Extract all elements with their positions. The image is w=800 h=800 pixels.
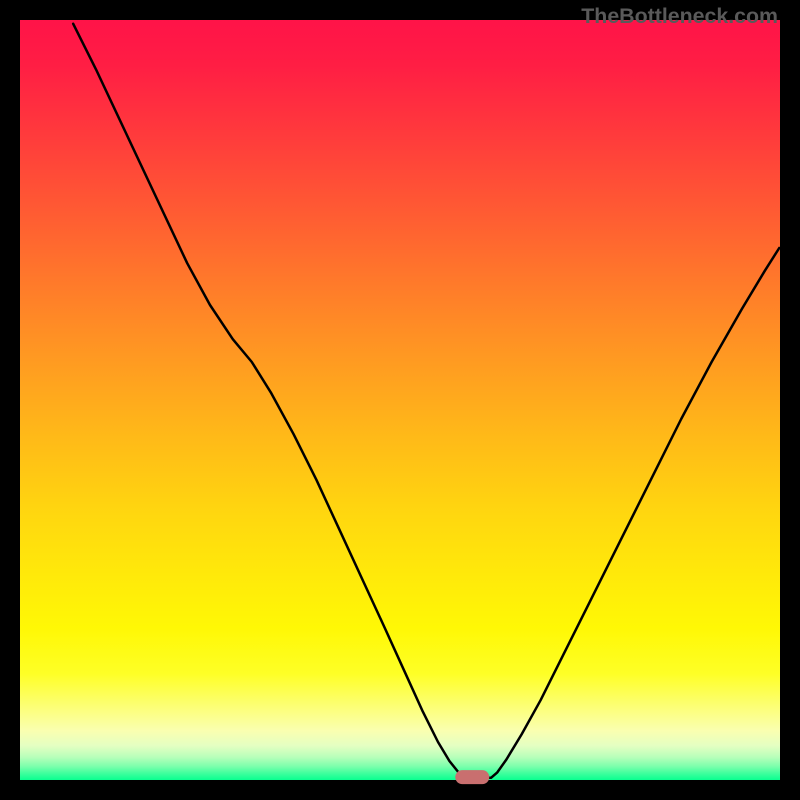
watermark-label: TheBottleneck.com [581, 4, 778, 29]
bottleneck-curve [20, 20, 780, 780]
curve-path [73, 24, 779, 778]
chart-container: TheBottleneck.com [0, 0, 800, 800]
plot-area [20, 20, 780, 780]
optimal-point-marker [455, 770, 488, 784]
